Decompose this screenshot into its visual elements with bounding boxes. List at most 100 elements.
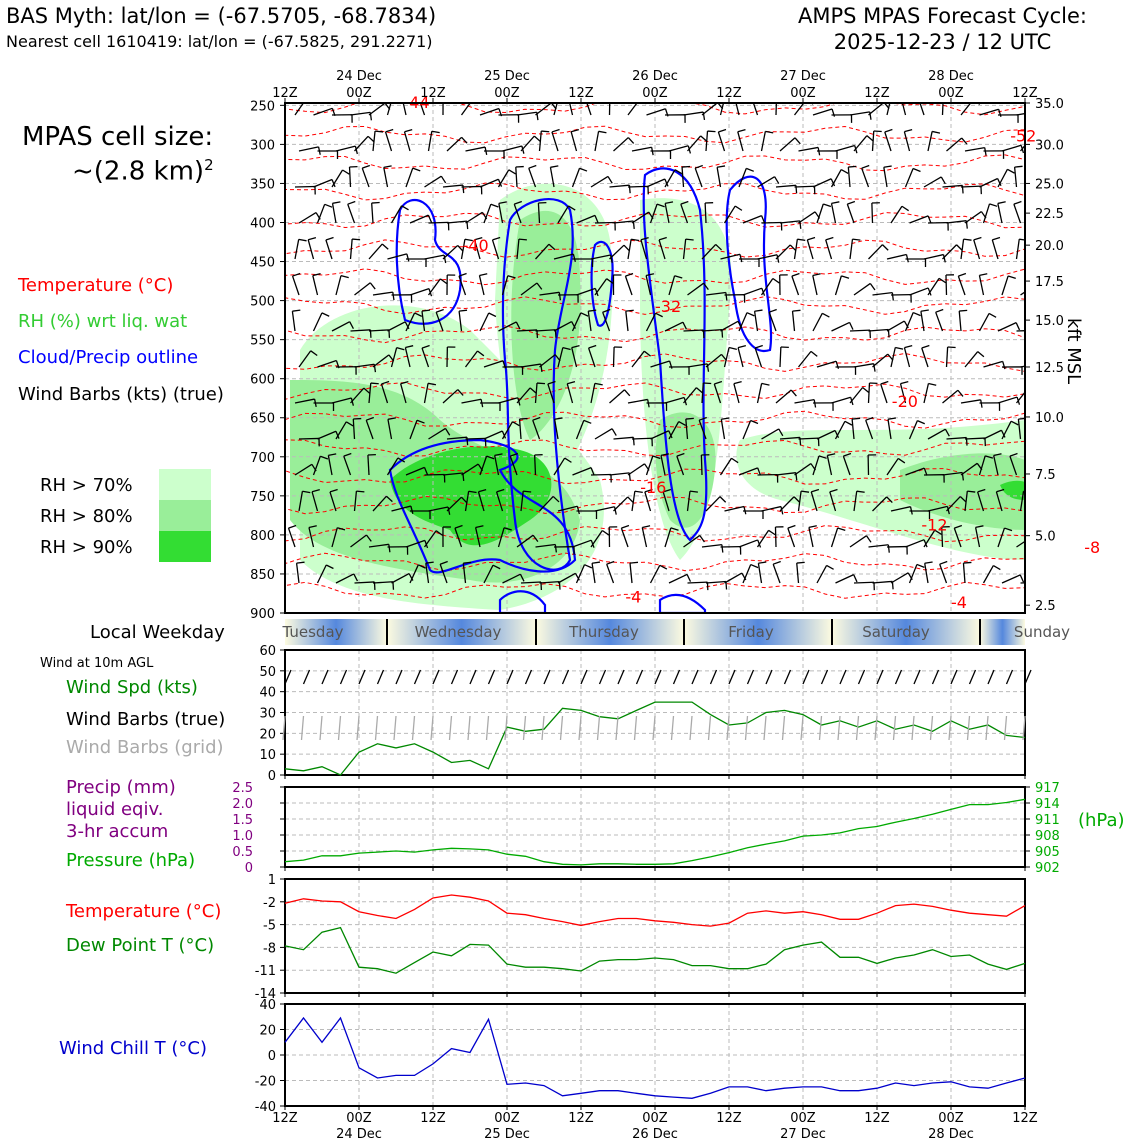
wind-barb-flag — [963, 561, 972, 564]
wind-barb — [425, 563, 430, 584]
wind-barb-flag — [985, 455, 994, 459]
wind-barb-flag — [486, 455, 495, 460]
surface-barb-grid — [356, 715, 360, 741]
wind-barb-flag — [734, 205, 743, 211]
wind-barb-flag — [501, 430, 507, 439]
wind-barb-flag — [591, 561, 601, 564]
wind-barb — [890, 347, 896, 368]
wind-barb — [668, 421, 680, 440]
wind-barb-flag — [818, 455, 827, 459]
wind-barb — [294, 103, 305, 116]
wind-barb — [760, 278, 774, 296]
surface-barb-grid — [393, 715, 397, 741]
wind-barb-flag — [396, 347, 405, 351]
wind-barb-flag — [1000, 429, 1006, 438]
wind-barb — [974, 527, 981, 548]
wind-barb — [631, 211, 650, 224]
top-time-label: 00Z — [790, 86, 816, 101]
wind-barb — [442, 389, 459, 404]
surface-barb-true — [839, 669, 847, 685]
wind-barb-flag — [607, 176, 613, 184]
wind-barb-flag — [993, 453, 1002, 457]
pressure-label: Pressure (hPa) — [66, 850, 196, 871]
wind-barb — [528, 167, 537, 188]
wind-barb — [442, 472, 463, 476]
wind-barb — [872, 580, 893, 584]
surface-barb-true — [450, 669, 459, 685]
weekday-name: Thursday — [568, 623, 639, 641]
bottom-time-label: 12Z — [420, 1111, 446, 1126]
wind-barb — [997, 527, 1006, 548]
wind-barb — [627, 185, 649, 188]
wind-barb-flag — [901, 94, 909, 96]
wind-barb — [946, 137, 963, 152]
wind-barb — [941, 103, 944, 116]
wind-barb — [516, 239, 520, 260]
cloud-outline-5 — [388, 438, 577, 574]
precip-ytick-label: 1.5 — [232, 813, 253, 828]
top-date-label: 28 Dec — [928, 69, 974, 84]
precip-ytick-label: 2.5 — [232, 781, 253, 796]
wind-barb — [629, 563, 633, 584]
wind-barb — [946, 496, 961, 512]
wind-barb — [794, 463, 812, 476]
wind-barb-flag — [393, 96, 401, 98]
temperature-contour-label: -16 — [640, 478, 666, 497]
wind-barb — [609, 472, 630, 476]
wind-barb — [920, 311, 925, 332]
wind-barb-flag — [790, 389, 797, 397]
wind-barb-flag — [928, 382, 937, 386]
wind-barb — [368, 383, 372, 404]
wind-barb — [649, 564, 661, 584]
wind-barb — [428, 506, 449, 512]
wind-barb-flag — [718, 128, 727, 133]
wind-barb-flag — [443, 255, 447, 264]
wind-barb-flag — [564, 457, 572, 463]
wind-barb — [720, 253, 741, 260]
wind-barb-flag — [694, 164, 703, 169]
surface-barb-grid — [726, 715, 730, 741]
wind-barb-flag — [761, 382, 770, 386]
wind-barb-flag — [554, 417, 563, 420]
wind-barb — [716, 167, 722, 188]
bottom-time-label: 12Z — [864, 1111, 890, 1126]
cloud-outline-2 — [590, 240, 614, 327]
wind-barb — [909, 287, 929, 296]
wind-barb — [557, 505, 578, 512]
wind-barb — [960, 185, 982, 188]
wind-barb — [590, 254, 611, 260]
legend-cloud: Cloud/Precip outline — [18, 347, 199, 368]
wind-barb — [532, 419, 541, 440]
wind-barb-flag — [787, 524, 796, 529]
wind-barb — [793, 103, 805, 116]
temperature-contour-label: -40 — [463, 236, 489, 255]
top-date-label: 27 Dec — [780, 69, 826, 84]
wind-barb-flag — [904, 128, 913, 133]
surface-barb-true — [376, 669, 385, 685]
pressure-tick-label: 750 — [250, 490, 275, 505]
wind-barb — [978, 313, 990, 332]
cloud-outline-0 — [395, 199, 462, 325]
wind-barb — [465, 211, 483, 224]
wind-barb-flag — [992, 236, 1001, 241]
wind-barb-flag — [808, 525, 817, 529]
wind-barb-flag — [880, 380, 889, 385]
temperature-contour-label: -32 — [655, 297, 681, 316]
wind-barb-flag — [961, 137, 968, 145]
wind-barb — [868, 244, 883, 260]
wind-barb — [446, 496, 462, 512]
wind-barb — [645, 312, 657, 332]
cloud-outline-1 — [501, 198, 574, 571]
temp-dewpoint-ytick-label: -2 — [263, 896, 276, 911]
wind-barb-flag — [588, 344, 597, 349]
wind-barb-flag — [416, 419, 425, 424]
wind-barb-flag — [934, 529, 942, 536]
windchill-label: Wind Chill T (°C) — [59, 1038, 207, 1059]
wind-barb-flag — [602, 308, 611, 313]
wind-barb-flag — [746, 312, 755, 317]
legend-rh90: RH > 90% — [40, 537, 133, 558]
wind-barb-flag — [342, 169, 350, 175]
wind-barb-flag — [737, 128, 746, 133]
wind-barb-flag — [329, 488, 338, 493]
wind-barb-flag — [823, 203, 832, 208]
